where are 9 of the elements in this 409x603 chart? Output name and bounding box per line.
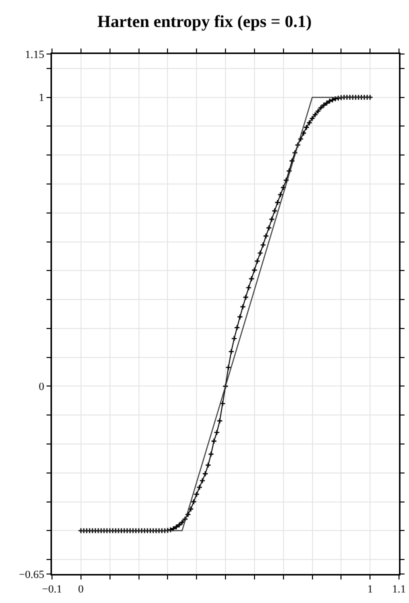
x-tick-label: 1.1 xyxy=(392,584,406,596)
chart-title: Harten entropy fix (eps = 0.1) xyxy=(97,12,312,31)
x-tick-label: −0.1 xyxy=(42,584,62,596)
y-tick-label: 1.15 xyxy=(25,48,45,61)
y-tick-label: −0.65 xyxy=(18,568,45,581)
y-tick-label: 1 xyxy=(38,92,44,104)
x-tick-label: 1 xyxy=(367,584,373,596)
x-tick-label: 0 xyxy=(78,584,84,596)
y-tick-label: 0 xyxy=(38,381,45,394)
